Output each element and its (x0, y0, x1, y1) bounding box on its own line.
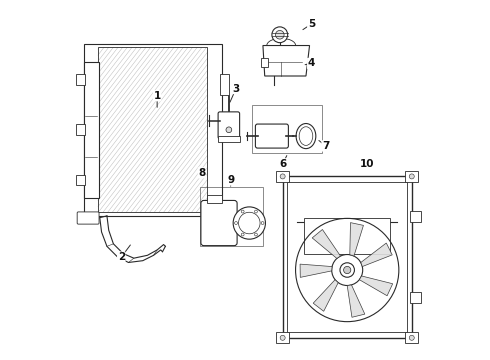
Bar (76, 175, 85, 185)
Circle shape (275, 31, 284, 39)
Text: 4: 4 (308, 58, 315, 68)
Text: 2: 2 (118, 252, 125, 262)
Text: 5: 5 (308, 19, 315, 29)
Circle shape (280, 174, 285, 179)
Text: 3: 3 (232, 84, 240, 94)
Bar (218, 136, 240, 142)
Bar (405, 332, 418, 343)
Circle shape (235, 222, 238, 225)
Circle shape (254, 210, 257, 213)
Circle shape (261, 222, 264, 225)
Polygon shape (263, 45, 310, 76)
Circle shape (241, 210, 244, 213)
FancyBboxPatch shape (255, 124, 289, 148)
Circle shape (233, 207, 266, 239)
FancyBboxPatch shape (77, 212, 99, 224)
Polygon shape (313, 280, 338, 311)
Text: 10: 10 (360, 159, 374, 169)
Bar (76, 125, 85, 135)
Circle shape (254, 233, 257, 236)
Bar (308, 58, 314, 67)
Bar (252, 105, 322, 153)
Bar (405, 171, 418, 182)
Polygon shape (312, 229, 341, 258)
Circle shape (409, 174, 414, 179)
FancyBboxPatch shape (218, 112, 240, 139)
FancyBboxPatch shape (201, 201, 237, 246)
Text: 7: 7 (322, 141, 329, 151)
Circle shape (340, 263, 354, 277)
Text: 8: 8 (198, 168, 206, 178)
Bar (200, 187, 263, 246)
Polygon shape (359, 276, 392, 296)
Bar (84, 62, 98, 198)
Bar (304, 219, 390, 254)
Text: 1: 1 (153, 91, 161, 101)
Text: 9: 9 (227, 175, 234, 185)
Polygon shape (300, 264, 332, 277)
Bar (410, 292, 421, 303)
Bar (207, 195, 221, 203)
Bar (276, 171, 289, 182)
Bar (220, 74, 229, 95)
Bar (283, 176, 412, 338)
Bar (276, 332, 289, 343)
Bar (76, 74, 85, 85)
Ellipse shape (296, 123, 316, 149)
Circle shape (343, 266, 351, 274)
Circle shape (272, 27, 288, 42)
Polygon shape (350, 222, 364, 256)
Polygon shape (361, 243, 392, 266)
Bar (84, 44, 221, 216)
Bar (410, 211, 421, 222)
Circle shape (332, 255, 363, 285)
Circle shape (241, 233, 244, 236)
Bar (287, 182, 407, 332)
Bar (98, 47, 207, 212)
Text: 6: 6 (279, 159, 286, 169)
Circle shape (226, 127, 232, 133)
Polygon shape (347, 285, 365, 317)
Circle shape (280, 335, 285, 340)
Circle shape (409, 335, 414, 340)
Bar (261, 58, 268, 67)
